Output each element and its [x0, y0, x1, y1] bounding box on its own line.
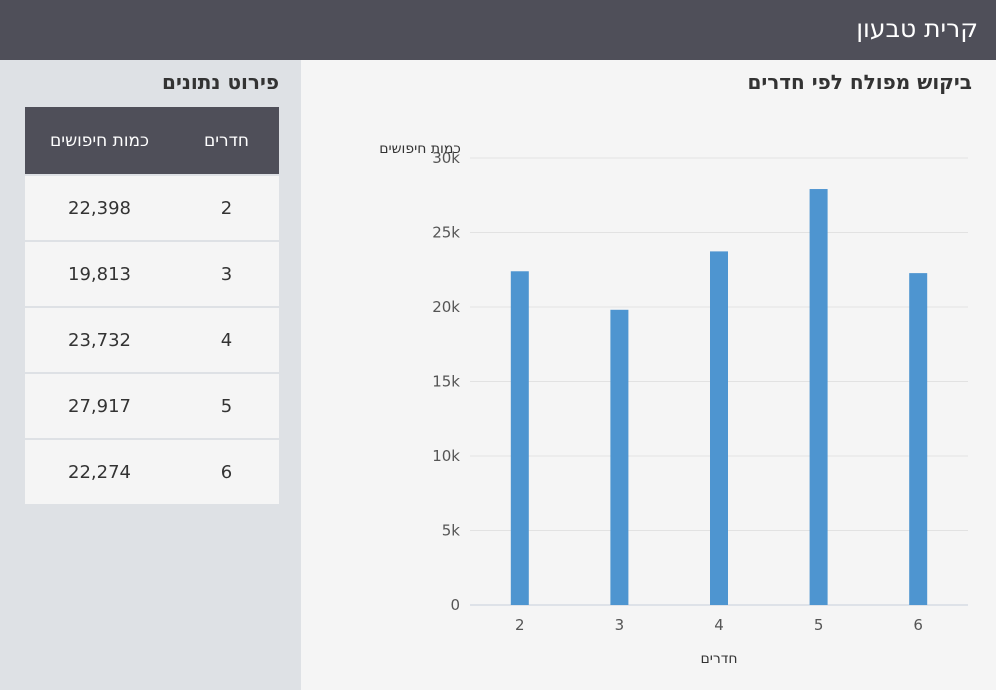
data-table: חדרים כמות חיפושים 2 22,398 3 19,813 4 23,732… — [25, 107, 279, 504]
y-tick-label: 25k — [432, 224, 460, 242]
searches-cell: 23,732 — [68, 329, 131, 351]
table-row: 3 19,813 — [25, 242, 279, 306]
table-header: חדרים כמות חיפושים — [25, 107, 279, 174]
col-rooms: חדרים — [203, 130, 250, 151]
x-tick-label: 6 — [913, 616, 923, 634]
bar — [710, 251, 728, 606]
app-header: קרית טבעון — [0, 0, 996, 60]
rooms-cell: 2 — [220, 197, 233, 219]
y-tick-label: 30k — [432, 149, 460, 167]
table-row: 2 22,398 — [25, 176, 279, 240]
chart-title: ביקוש מפולח לפי חדרים — [747, 70, 972, 94]
table-row: 4 23,732 — [25, 308, 279, 372]
data-panel: פירוט נתונים חדרים כמות חיפושים 2 22,398 3… — [0, 60, 301, 690]
x-tick-label: 5 — [814, 616, 824, 634]
searches-cell: 19,813 — [68, 263, 131, 285]
y-tick-label: 5k — [442, 522, 461, 540]
y-tick-label: 0 — [450, 596, 460, 614]
panel-title: פירוט נתונים — [162, 70, 279, 94]
rooms-cell: 6 — [220, 461, 233, 483]
x-tick-label: 3 — [615, 616, 625, 634]
table-row: 5 27,917 — [25, 374, 279, 438]
x-tick-label: 2 — [515, 616, 525, 634]
searches-cell: 22,398 — [68, 197, 131, 219]
rooms-cell: 3 — [220, 263, 233, 285]
bar — [809, 189, 828, 606]
y-tick-label: 20k — [432, 298, 460, 316]
x-axis-label: חדרים — [700, 651, 737, 667]
x-tick-label: 4 — [714, 616, 724, 634]
y-axis-label: כמות חיפושים — [379, 141, 461, 157]
city-title: קרית טבעון — [856, 14, 978, 43]
rooms-cell: 5 — [220, 395, 233, 417]
searches-cell: 27,917 — [68, 395, 131, 417]
searches-cell: 22,274 — [68, 461, 131, 483]
y-tick-label: 10k — [432, 447, 460, 465]
bar — [909, 273, 928, 605]
bar — [510, 271, 529, 605]
col-searches: כמות חיפושים — [49, 130, 150, 151]
bar — [610, 309, 629, 605]
table-row: 6 22,274 — [25, 440, 279, 504]
rooms-cell: 4 — [220, 329, 233, 351]
y-tick-label: 15k — [432, 373, 460, 391]
